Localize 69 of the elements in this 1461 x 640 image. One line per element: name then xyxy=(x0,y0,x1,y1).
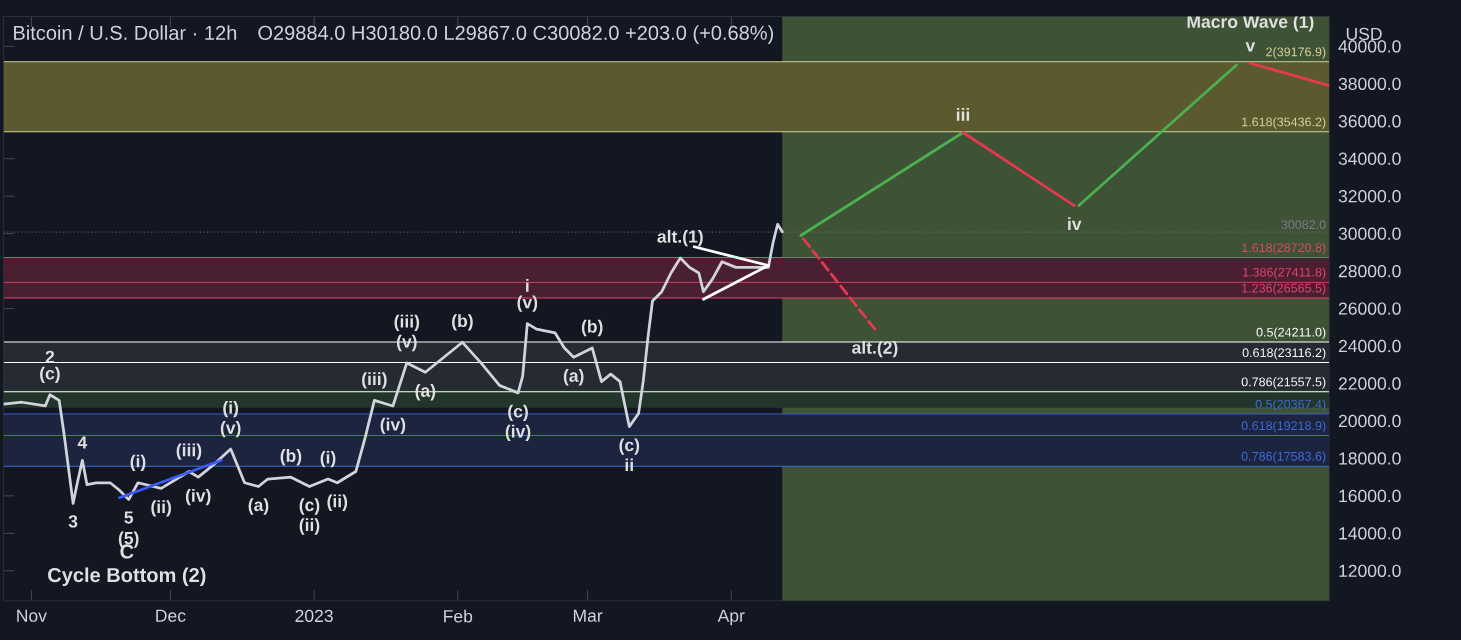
y-tick-label: 20000.0 xyxy=(1338,414,1401,428)
annotation: (i) xyxy=(320,450,336,468)
y-tick-label: 16000.0 xyxy=(1339,489,1401,503)
annotation: (b) xyxy=(581,319,603,337)
annotation: (c) xyxy=(299,498,320,515)
annotation: (a) xyxy=(563,369,584,386)
annotation: (iii) xyxy=(362,372,387,389)
y-tick-label: 26000.0 xyxy=(1338,302,1401,315)
y-tick-label: 18000.0 xyxy=(1339,452,1401,465)
annotation: (ii) xyxy=(151,500,171,517)
ref-line-label: 30082.0 xyxy=(1281,220,1326,230)
annotation: Cycle Bottom (2) xyxy=(48,567,206,587)
y-tick-label: 34000.0 xyxy=(1338,152,1401,165)
annotation: 2 xyxy=(45,350,55,363)
annotation: v xyxy=(1245,42,1256,52)
ref-line-label: 0.786(17583.6) xyxy=(1241,451,1326,464)
annotation: (iii) xyxy=(176,443,202,460)
x-tick-label: Feb xyxy=(444,609,473,623)
x-tick-label: Nov xyxy=(17,609,47,622)
chart-subtitle: O29884.0 H30180.0 L29867.0 C30082.0 +203.0 (+0.68%) xyxy=(258,25,774,44)
y-tick-label: 32000.0 xyxy=(1338,190,1401,203)
annotation: (a) xyxy=(248,498,269,515)
ref-line-label: 1.236(26565.5) xyxy=(1242,283,1326,295)
annotation: (b) xyxy=(280,449,302,466)
annotation: (c) xyxy=(508,404,528,421)
x-tick-label: Dec xyxy=(156,609,186,622)
annotation: (iv) xyxy=(380,417,406,435)
y-tick-label: 38000.0 xyxy=(1338,77,1401,90)
annotation: 5 xyxy=(124,511,134,524)
annotation: i xyxy=(526,279,529,292)
ref-line-label: 0.5(20367.4) xyxy=(1255,399,1326,412)
annotation: (iii) xyxy=(394,314,420,332)
annotation: (c) xyxy=(40,366,60,383)
annotation: (iv) xyxy=(185,488,211,506)
annotation: (i) xyxy=(223,400,239,418)
annotation: alt.(2) xyxy=(852,340,898,358)
y-axis-title: USD xyxy=(1346,27,1382,41)
annotation: 3 xyxy=(68,515,78,528)
ref-line-label: 0.786(21557.5) xyxy=(1241,377,1326,389)
chart-title: Bitcoin / U.S. Dollar · 12h xyxy=(14,25,237,40)
annotation: (ii) xyxy=(299,518,320,535)
y-tick-label: 24000.0 xyxy=(1338,339,1401,353)
annotation: iv xyxy=(1068,217,1082,231)
annotation: (c) xyxy=(619,438,640,455)
x-tick-label: Apr xyxy=(717,609,745,626)
y-tick-label: 40000.0 xyxy=(1338,40,1401,53)
annotation: alt.(1) xyxy=(657,229,703,247)
y-tick-label: 36000.0 xyxy=(1338,115,1401,128)
annotation: 4 xyxy=(77,436,88,449)
annotation: Macro Wave (1) xyxy=(1187,15,1314,32)
ref-line-label: 2(39176.9) xyxy=(1266,47,1326,59)
ref-line-label: 1.618(28720.8) xyxy=(1242,242,1326,255)
ref-line-label: 1.386(27411.8) xyxy=(1243,267,1326,280)
y-tick-label: 12000.0 xyxy=(1339,564,1401,578)
ref-line-label: 1.618(35436.2) xyxy=(1242,117,1326,129)
x-tick-label: 2023 xyxy=(295,609,333,623)
y-tick-label: 14000.0 xyxy=(1339,527,1401,540)
annotation: (b) xyxy=(452,314,473,331)
ref-line-label: 0.5(24211.0) xyxy=(1256,327,1326,340)
y-tick-label: 28000.0 xyxy=(1338,264,1401,278)
annotation: (v) xyxy=(220,420,241,438)
annotation: iii xyxy=(956,108,970,121)
y-tick-label: 22000.0 xyxy=(1338,377,1401,390)
x-tick-label: Mar xyxy=(573,609,603,622)
ref-line-label: 0.618(23116.2) xyxy=(1242,347,1326,360)
annotation: (v) xyxy=(517,295,538,312)
annotation: (ii) xyxy=(327,494,348,511)
ref-line-label: 0.618(19218.9) xyxy=(1241,420,1326,433)
y-tick-label: 30000.0 xyxy=(1338,227,1401,240)
